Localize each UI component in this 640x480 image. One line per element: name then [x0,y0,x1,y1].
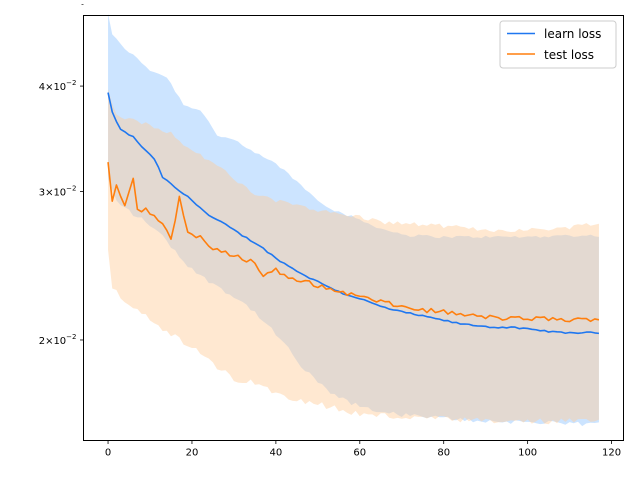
x-tick-label-80: 80 [437,448,450,459]
y-tick-label-1: 3×10−2 [39,184,77,198]
legend: learn loss test loss [499,20,617,69]
x-axis: 0 20 40 60 80 100 120 [105,440,621,459]
x-tick-label-40: 40 [270,448,283,459]
legend-label-test-loss: test loss [544,48,594,62]
x-tick-label-0: 0 [105,448,111,459]
x-tick-label-100: 100 [518,448,537,459]
plot-frame [83,15,624,441]
band-test-loss [108,89,599,425]
confidence-bands [108,13,599,427]
x-tick-label-20: 20 [186,448,199,459]
series-lines [107,92,600,335]
y-tick-label-2: 4×10−2 [39,79,77,93]
x-tick-label-120: 120 [602,448,621,459]
y-tick-label-0: 2×10−2 [39,333,77,347]
y-axis: 2×10−2 3×10−2 4×10−2 [39,4,84,347]
line-test-loss [107,162,600,323]
line-learn-loss [107,92,600,335]
legend-label-learn-loss: learn loss [544,27,601,41]
band-learn-loss [108,13,599,427]
x-tick-label-60: 60 [353,448,366,459]
